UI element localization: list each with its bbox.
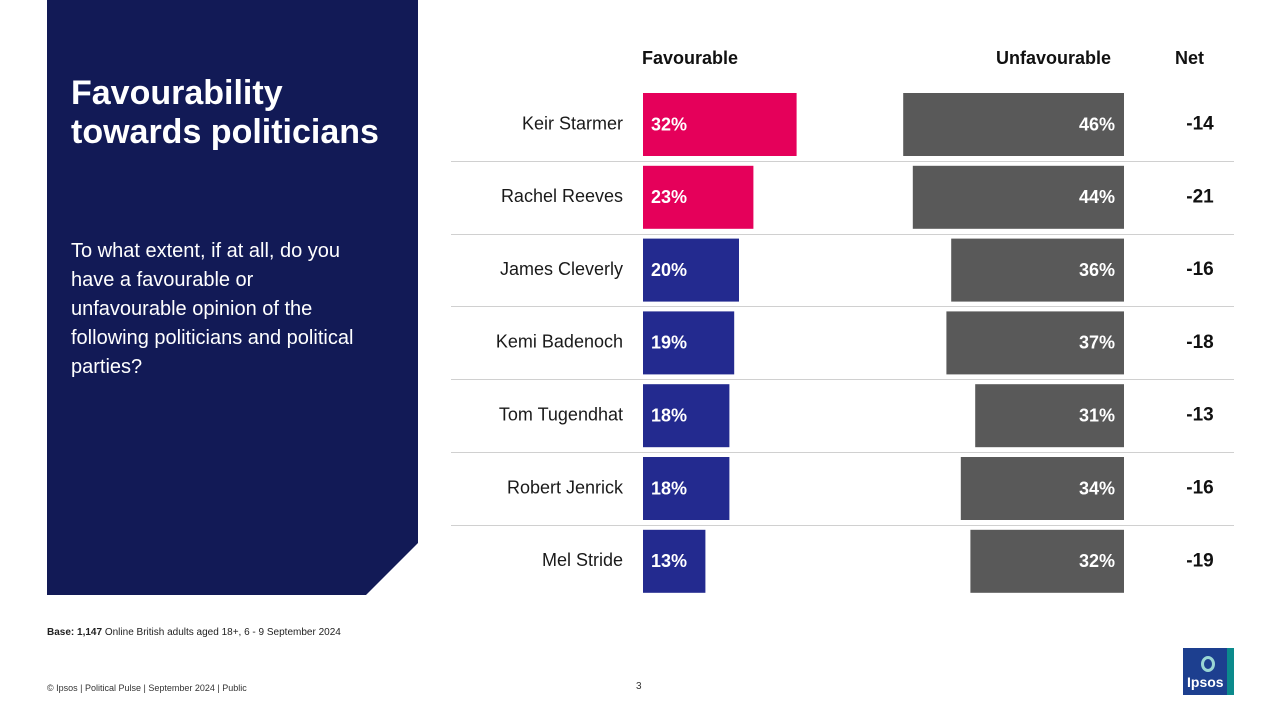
unfavourable-bar: [912, 165, 1124, 229]
favourable-value-label: 19%: [651, 333, 687, 353]
unfavourable-bar: [960, 457, 1124, 520]
unfavourable-value-label: 36%: [1079, 260, 1115, 280]
footer: © Ipsos | Political Pulse | September 20…: [47, 683, 247, 693]
favourable-value-label: 23%: [651, 187, 687, 207]
net-value: -18: [1186, 332, 1213, 353]
politician-name: Rachel Reeves: [501, 186, 623, 206]
politician-name: Robert Jenrick: [507, 477, 624, 497]
unfavourable-value-label: 44%: [1079, 187, 1115, 207]
net-value: -16: [1186, 259, 1213, 280]
unfavourable-value-label: 46%: [1079, 114, 1115, 134]
unfavourable-value-label: 37%: [1079, 333, 1115, 353]
survey-question: To what extent, if at all, do you have a…: [71, 240, 354, 378]
base-label: Base:: [47, 627, 75, 638]
politician-name: Tom Tugendhat: [499, 404, 623, 424]
net-value: -14: [1186, 114, 1214, 135]
favourable-bar: [643, 457, 730, 520]
net-value: -16: [1186, 478, 1213, 499]
logo-text: Ipsos: [1187, 674, 1224, 690]
favourable-value-label: 20%: [651, 260, 687, 280]
unfavourable-value-label: 31%: [1079, 405, 1115, 425]
base-text: Online British adults aged 18+, 6 - 9 Se…: [104, 627, 341, 638]
net-value: -21: [1186, 186, 1214, 207]
unfavourable-bar: [951, 238, 1124, 302]
unfavourable-bar: [970, 529, 1124, 593]
logo-mark-icon: [1201, 656, 1215, 672]
favourable-bar: [643, 384, 730, 448]
unfavourable-column-header: Unfavourable: [996, 48, 1112, 68]
favourable-bar: [643, 311, 735, 375]
favourable-value-label: 32%: [651, 114, 687, 134]
favourable-value-label: 13%: [651, 551, 687, 571]
politician-name: Keir Starmer: [522, 113, 623, 133]
unfavourable-bar: [975, 384, 1124, 448]
net-column-header: Net: [1175, 48, 1205, 68]
favourable-column-header: Favourable: [642, 48, 739, 68]
title-panel: [47, 0, 418, 595]
favourable-bar: [643, 529, 706, 593]
base-value: 1,147: [77, 627, 103, 638]
politician-name: James Cleverly: [500, 259, 623, 279]
net-value: -19: [1186, 550, 1213, 571]
unfavourable-bar: [946, 311, 1124, 375]
politician-name: Kemi Badenoch: [496, 332, 623, 352]
politician-name: Mel Stride: [542, 550, 623, 570]
net-value: -13: [1186, 405, 1213, 426]
ipsos-logo: Ipsos: [1183, 648, 1234, 695]
favourable-bar: [643, 93, 797, 156]
favourable-value-label: 18%: [651, 405, 687, 425]
unfavourable-value-label: 34%: [1079, 478, 1115, 498]
favourable-value-label: 18%: [651, 478, 687, 498]
slide-title: Favourability towards politicians: [71, 74, 379, 151]
unfavourable-value-label: 32%: [1079, 551, 1115, 571]
unfavourable-bar: [903, 93, 1124, 156]
base-note: Base: 1,147 Online British adults aged 1…: [47, 627, 341, 638]
favourable-bar: [643, 165, 754, 229]
favourable-bar: [643, 238, 739, 302]
page-number: 3: [636, 681, 642, 692]
